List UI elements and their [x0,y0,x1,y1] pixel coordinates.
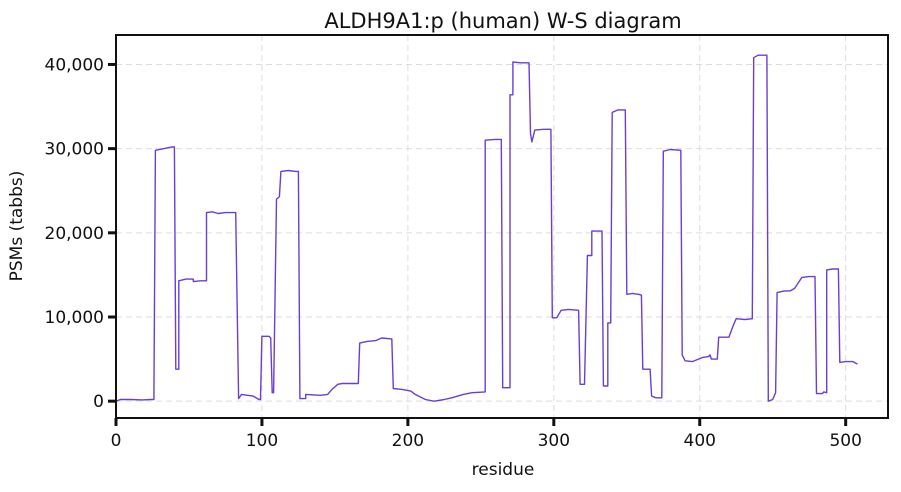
x-tick-label: 100 [246,431,278,451]
chart-title: ALDH9A1:p (human) W-S diagram [324,9,681,33]
x-axis: 0 100 200 300 400 500 [111,418,862,451]
y-tick-label: 40,000 [45,55,104,75]
x-tick-label: 200 [392,431,424,451]
x-tick-label: 400 [684,431,716,451]
y-tick-label: 20,000 [45,224,104,244]
x-tick-label: 300 [538,431,570,451]
x-tick-label: 500 [829,431,861,451]
plot-frame [115,34,889,419]
x-axis-label: residue [472,460,535,480]
y-tick-label: 0 [93,392,104,412]
y-tick-label: 30,000 [45,140,104,160]
y-tick-label: 10,000 [45,308,104,328]
x-tick-label: 0 [111,431,122,451]
y-axis: 0 10,000 20,000 30,000 40,000 [45,55,116,412]
series-line [115,54,858,402]
plot-series [115,54,858,402]
y-axis-label: PSMs (tabbs) [7,171,27,282]
